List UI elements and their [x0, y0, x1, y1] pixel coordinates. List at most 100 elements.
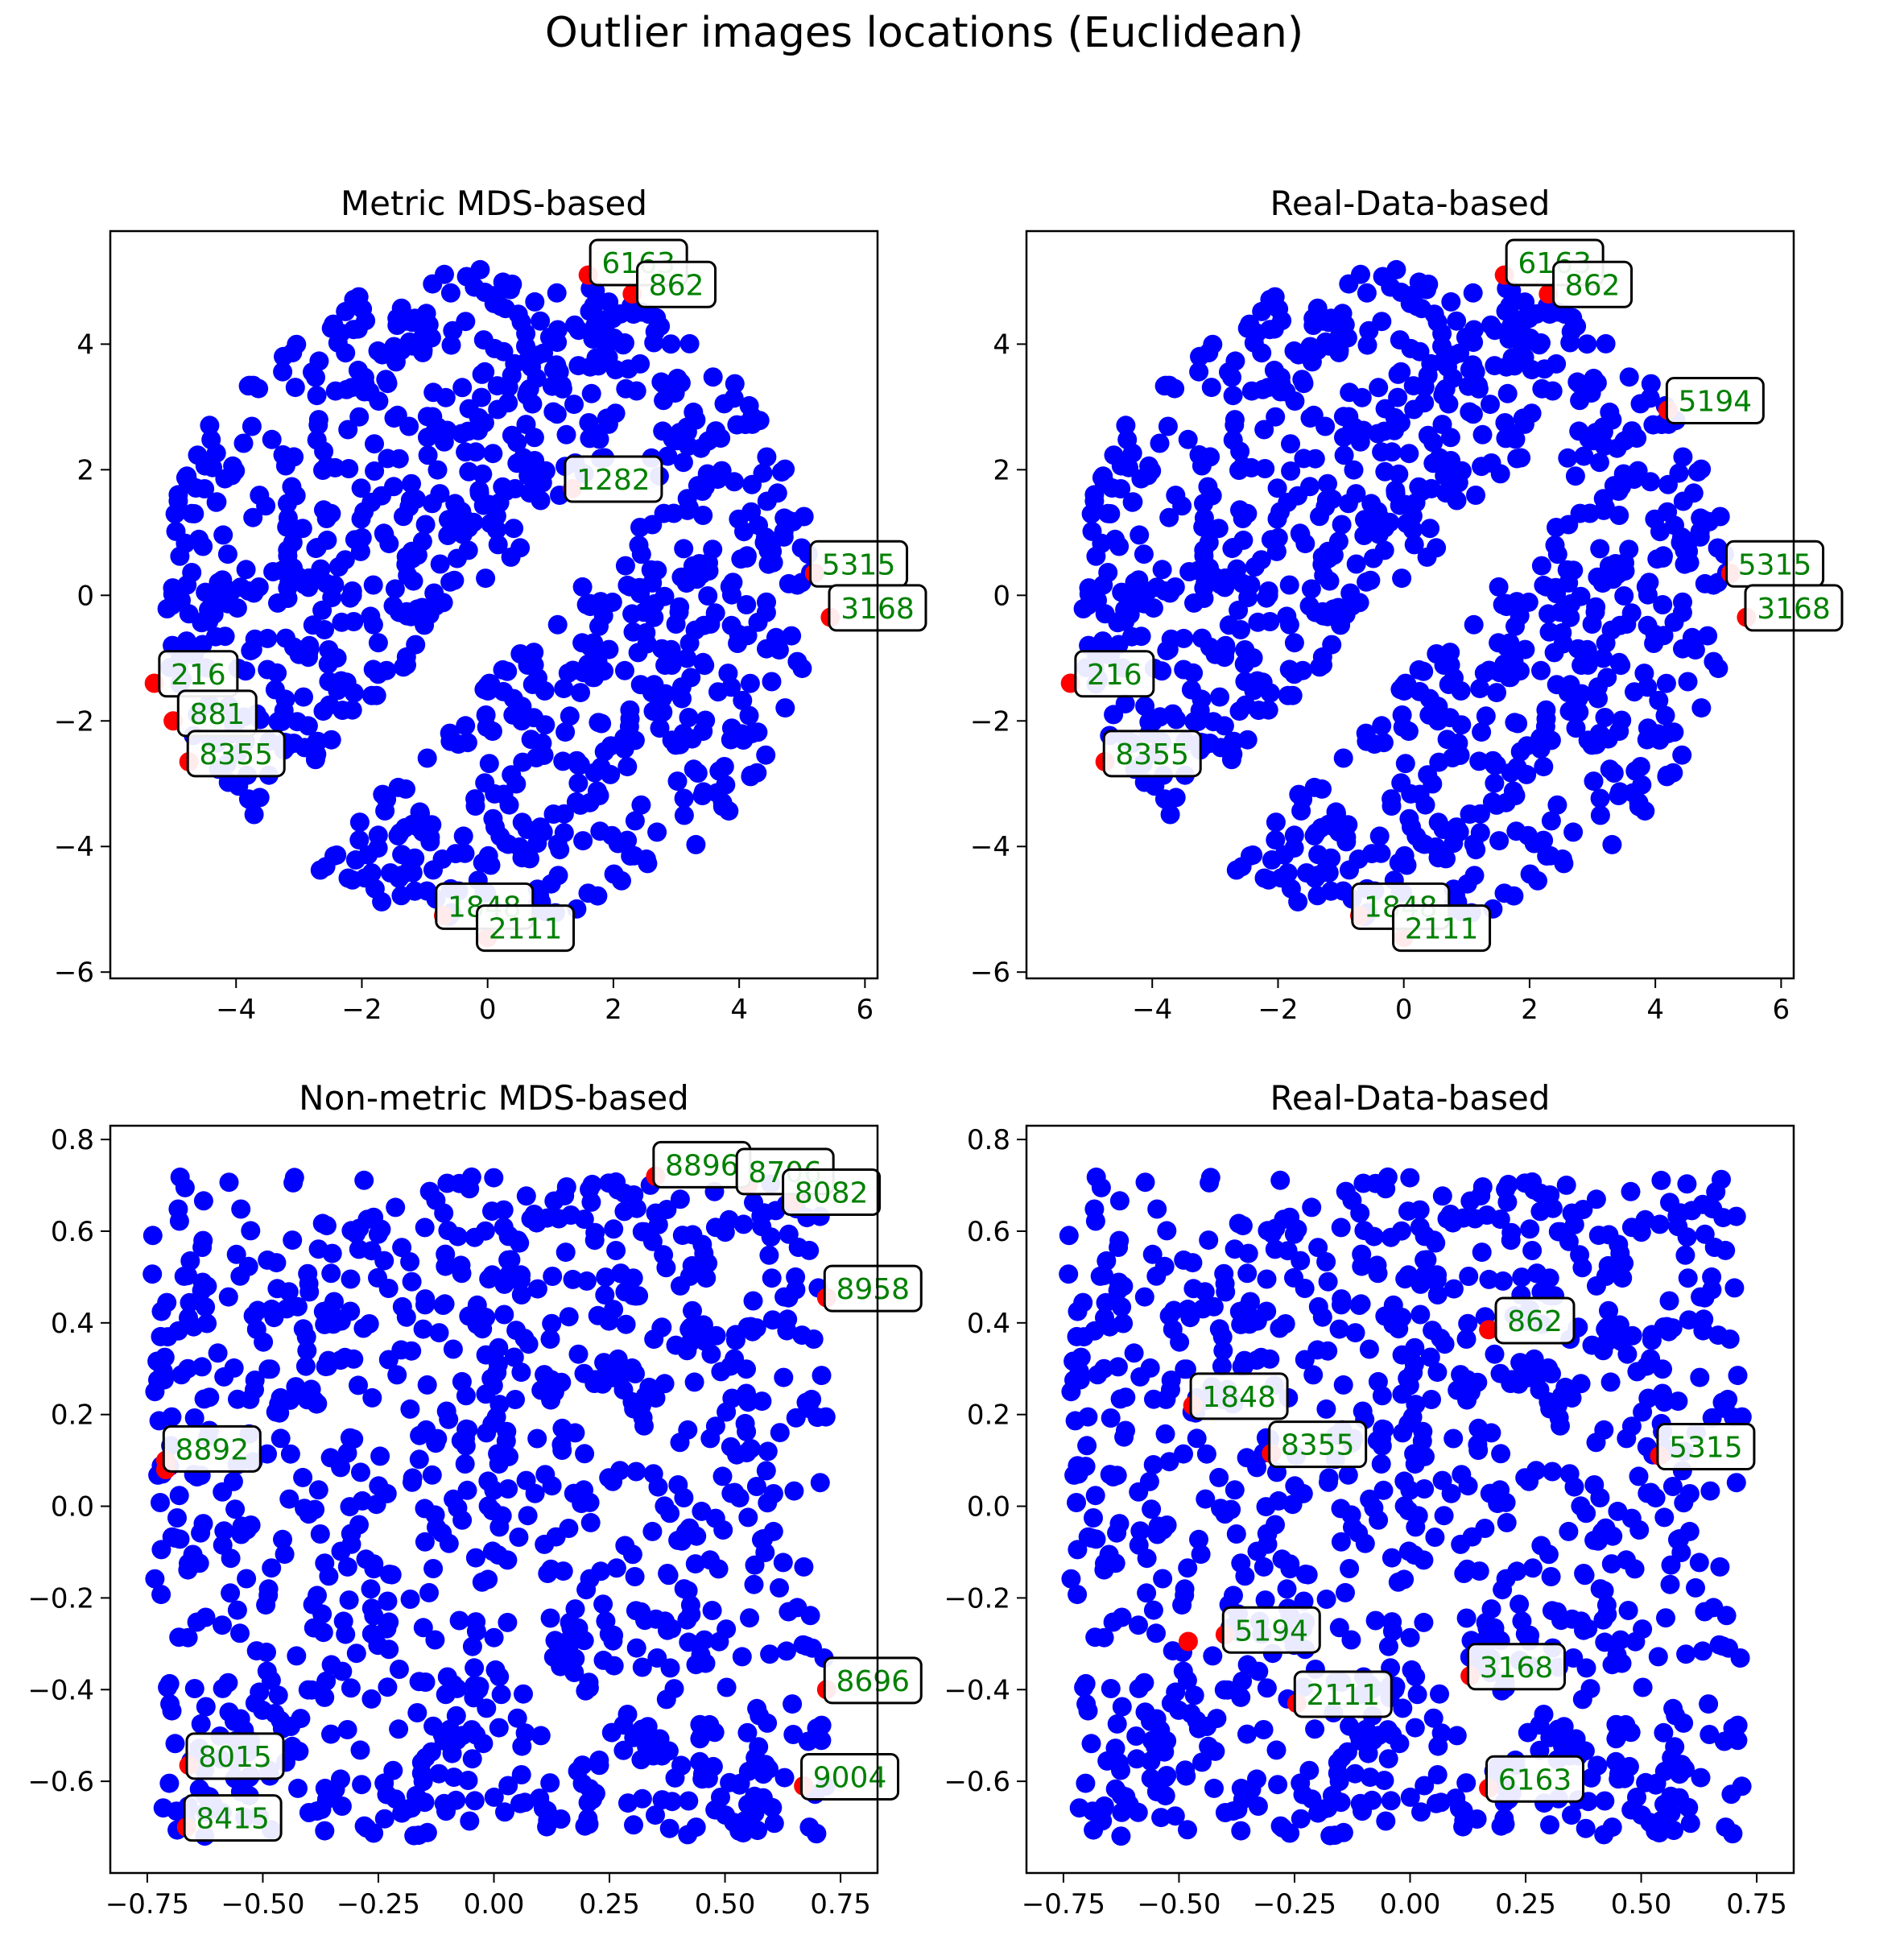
inlier-point — [1333, 1375, 1353, 1395]
inlier-point — [758, 1493, 778, 1513]
inlier-point — [1470, 823, 1490, 843]
inlier-point — [560, 706, 580, 726]
inlier-point — [1606, 1751, 1626, 1772]
inlier-point — [178, 1560, 198, 1580]
inlier-point — [336, 301, 356, 321]
inlier-point — [213, 525, 233, 545]
inlier-point — [1147, 1199, 1167, 1219]
inlier-point — [740, 1608, 759, 1628]
inlier-point — [498, 1250, 518, 1270]
inlier-point — [295, 1356, 316, 1376]
inlier-point — [514, 448, 533, 468]
inlier-point — [263, 562, 283, 581]
inlier-point — [331, 1769, 350, 1789]
inlier-point — [554, 823, 574, 843]
inlier-point — [1161, 629, 1181, 649]
inlier-point — [606, 1558, 626, 1578]
inlier-point — [318, 1356, 337, 1376]
inlier-point — [656, 1689, 676, 1710]
outlier-label: 8415 — [196, 1803, 270, 1836]
outlier-label-box — [1656, 1423, 1756, 1471]
inlier-point — [374, 1809, 394, 1829]
inlier-point — [691, 1726, 711, 1747]
inlier-point — [425, 1630, 445, 1650]
inlier-point — [527, 1279, 547, 1299]
inlier-point — [1155, 1768, 1175, 1788]
inlier-point — [553, 751, 573, 771]
inlier-point — [1288, 345, 1308, 365]
inlier-point — [711, 1362, 731, 1382]
inlier-point — [446, 844, 465, 864]
inlier-point — [377, 1483, 397, 1503]
inlier-point — [1438, 357, 1457, 377]
inlier-point — [1183, 1253, 1203, 1273]
inlier-point — [370, 1446, 390, 1466]
inlier-point — [392, 1238, 412, 1258]
inlier-point — [423, 1716, 444, 1736]
inlier-point — [1567, 372, 1588, 392]
inlier-point — [193, 1191, 213, 1211]
inlier-point — [1375, 399, 1395, 419]
inlier-point — [484, 1787, 504, 1807]
outlier-label-box — [800, 1752, 900, 1801]
inlier-point — [289, 1741, 309, 1761]
inlier-point — [1194, 589, 1214, 608]
inlier-point — [1395, 673, 1415, 693]
inlier-point — [482, 1265, 502, 1285]
x-tick-label: 0.25 — [579, 1888, 640, 1921]
inlier-point — [1241, 1307, 1261, 1327]
y-tick-label: −2 — [54, 705, 94, 738]
inlier-point — [567, 750, 587, 771]
inlier-point — [1427, 1265, 1448, 1285]
inlier-point — [1435, 1334, 1455, 1354]
inlier-point — [1247, 323, 1267, 343]
inlier-point — [400, 1252, 420, 1271]
inlier-point — [1142, 1499, 1162, 1519]
inlier-point — [783, 1694, 803, 1714]
inlier-point — [310, 1524, 330, 1544]
inlier-point — [762, 1268, 782, 1288]
inlier-point — [1602, 1655, 1622, 1675]
inlier-point — [1372, 442, 1392, 462]
inlier-point — [1675, 1759, 1695, 1779]
inlier-point — [733, 1214, 754, 1234]
inlier-point — [1176, 1766, 1196, 1786]
inlier-point — [1357, 731, 1377, 751]
inlier-point — [1349, 1296, 1369, 1315]
inlier-point — [1257, 1269, 1277, 1289]
inlier-point — [1226, 1524, 1246, 1544]
outlier-label-box — [823, 1264, 923, 1313]
inlier-point — [449, 1173, 469, 1193]
x-tick-label: −4 — [1132, 994, 1172, 1026]
inlier-point — [1454, 1564, 1474, 1583]
inlier-point — [1576, 1818, 1596, 1838]
inlier-point — [187, 1612, 207, 1632]
inlier-point — [184, 1317, 204, 1337]
inlier-point — [457, 1480, 477, 1500]
inlier-point — [615, 333, 634, 353]
inlier-point — [593, 1594, 613, 1615]
inlier-point — [668, 1475, 688, 1495]
inlier-point — [208, 1343, 228, 1363]
inlier-point — [736, 415, 755, 435]
inlier-point — [568, 320, 589, 341]
inlier-point — [1241, 1292, 1260, 1312]
inlier-point — [737, 1383, 756, 1404]
inlier-point — [666, 614, 686, 634]
x-tick-label: 4 — [1646, 994, 1664, 1026]
inlier-point — [1721, 1784, 1741, 1805]
inlier-point — [1662, 1477, 1683, 1496]
inlier-point — [1321, 848, 1341, 868]
inlier-point — [1481, 395, 1500, 415]
inlier-point — [1101, 504, 1121, 523]
inlier-point — [1447, 490, 1467, 511]
inlier-point — [1485, 1344, 1505, 1364]
inlier-point — [1324, 817, 1344, 837]
y-tick-label: −6 — [54, 957, 94, 989]
inlier-point — [1346, 554, 1366, 574]
inlier-point — [1254, 868, 1274, 888]
inlier-point — [705, 1416, 725, 1437]
inlier-point — [638, 304, 659, 325]
y-tick-label: 2 — [76, 454, 94, 486]
inlier-point — [213, 1535, 233, 1555]
